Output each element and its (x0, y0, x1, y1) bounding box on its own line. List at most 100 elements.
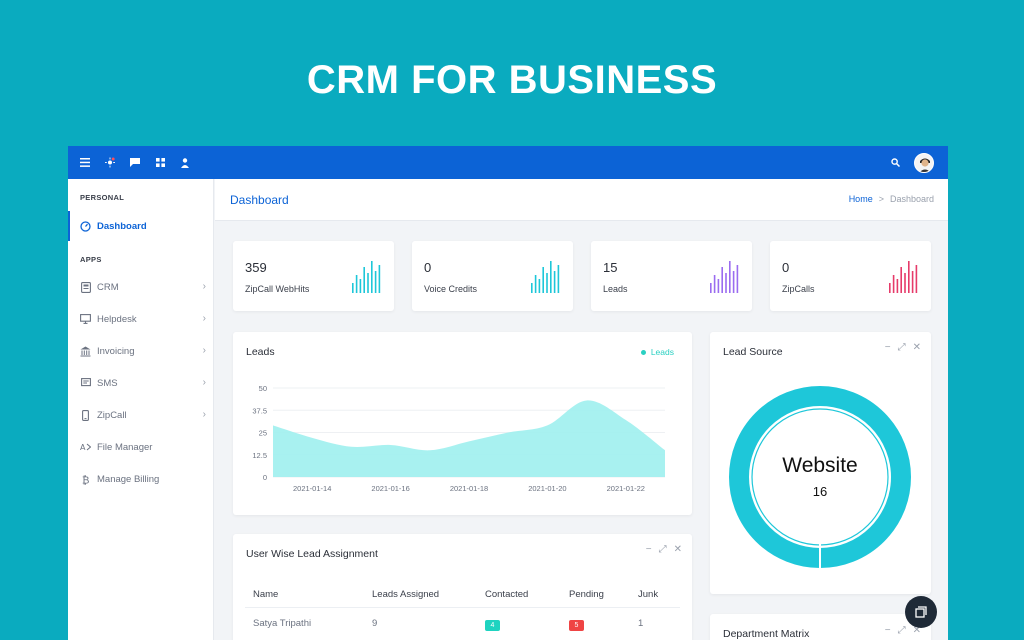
legend-label: Leads (650, 347, 674, 357)
svg-text:₿: ₿ (82, 474, 89, 485)
x-tick-label: 2021-01-14 (293, 484, 331, 493)
sparkline-bar (553, 271, 556, 293)
sparkline-bar (721, 267, 723, 293)
sparkline-bar (374, 271, 377, 293)
sidebar-item-crm[interactable]: CRM › (68, 272, 214, 302)
sidebar-item-invoicing[interactable]: Invoicing › (68, 336, 214, 366)
lead-assignment-card: User Wise Lead Assignment − ⤢ ✕ Name Lea… (233, 534, 692, 640)
sparkline-bar (557, 265, 560, 293)
y-tick-label: 50 (259, 384, 267, 393)
sparkline-bar (363, 267, 365, 293)
sparkline-bars (889, 261, 918, 293)
sparkline-bar (534, 275, 537, 293)
sparkline-bar (904, 273, 906, 293)
column-header-junk: Junk (638, 589, 659, 600)
sparkline-bar (546, 273, 548, 293)
sparkline-bar (908, 261, 910, 293)
close-icon[interactable]: ✕ (912, 342, 921, 353)
stat-label: ZipCalls (782, 284, 815, 294)
sparkline-bar (550, 261, 552, 293)
sparkline-bars (710, 261, 739, 293)
sidebar-item-helpdesk[interactable]: Helpdesk › (68, 304, 214, 334)
grid-icon[interactable] (155, 158, 165, 168)
stat-card-zipcalls: 0 ZipCalls (770, 241, 931, 311)
table-cell-junk: 1 (638, 618, 644, 629)
crm-app-window: PERSONAL Dashboard APPS CRM › Helpdesk › (68, 146, 948, 640)
minimize-icon[interactable]: − (884, 625, 891, 636)
sparkline-bar (889, 283, 891, 293)
sparkline-bar (915, 265, 918, 293)
sidebar-item-manage-billing[interactable]: ₿ Manage Billing (68, 464, 214, 494)
sparkline-bar (911, 271, 914, 293)
sparkline-bar (900, 267, 902, 293)
y-tick-label: 25 (259, 429, 267, 438)
sparkline-bar (732, 271, 735, 293)
sidebar-item-label: Manage Billing (97, 473, 160, 485)
sparkline-bar (359, 279, 362, 293)
search-icon[interactable] (890, 158, 900, 168)
expand-icon[interactable]: ⤢ (897, 625, 906, 636)
sparkline-bar (378, 265, 381, 293)
expand-icon[interactable]: ⤢ (658, 544, 667, 555)
sparkline-bar (896, 279, 899, 293)
sidebar-item-label: Invoicing (97, 345, 135, 357)
leads-chart-card: Leads Leads 0 12.5 25 37.5 50 2021-01-14 2021-… (233, 332, 692, 515)
leads-area-series[interactable] (273, 400, 665, 477)
copy-icon (915, 606, 927, 618)
sparkline-bar (736, 265, 739, 293)
close-icon[interactable]: ✕ (912, 625, 921, 636)
card-title: Lead Source (723, 346, 783, 358)
breadcrumb-home-link[interactable]: Home (848, 194, 873, 204)
sparkline-bars (352, 261, 381, 293)
minimize-icon[interactable]: − (884, 342, 891, 353)
chevron-right-icon: › (202, 313, 206, 324)
sidebar-item-file-manager[interactable]: A File Manager (68, 432, 214, 462)
sparkline-bar (352, 283, 354, 293)
sidebar-item-label: SMS (97, 377, 118, 389)
card-controls: − ⤢ ✕ (646, 544, 682, 555)
file-icon: A (80, 442, 91, 453)
sun-icon[interactable] (105, 157, 115, 168)
monitor-icon (80, 314, 91, 325)
sidebar-item-zipcall[interactable]: ZipCall › (68, 400, 214, 430)
sidebar-item-label: Helpdesk (97, 313, 137, 325)
user-icon[interactable] (180, 157, 190, 168)
sidebar-item-sms[interactable]: SMS › (68, 368, 214, 398)
stat-card-leads: 15 Leads (591, 241, 752, 311)
x-tick-label: 2021-01-22 (607, 484, 645, 493)
crm-icon (80, 281, 91, 293)
sparkline-bar (367, 273, 369, 293)
column-header-pending: Pending (569, 589, 604, 600)
donut-center-label: Website (782, 454, 857, 477)
x-tick-label: 2021-01-20 (528, 484, 566, 493)
sparkline-bar (729, 261, 731, 293)
y-tick-label: 12.5 (252, 451, 267, 460)
menu-icon[interactable] (80, 158, 90, 168)
sparkline-bar (892, 275, 895, 293)
floating-action-button[interactable] (905, 596, 937, 628)
donut-center-value: 16 (813, 484, 827, 499)
sparkline-bar (713, 275, 716, 293)
lead-source-card: Lead Source − ⤢ ✕ Website 16 (710, 332, 931, 594)
table-cell-name: Satya Tripathi (253, 618, 312, 629)
chevron-right-icon: › (202, 281, 206, 292)
sidebar-item-dashboard[interactable]: Dashboard (68, 211, 214, 241)
avatar[interactable] (914, 152, 934, 173)
table-divider (245, 607, 680, 608)
sparkline-bar (717, 279, 720, 293)
sparkline-bar (531, 283, 533, 293)
chart-legend[interactable]: Leads (640, 347, 674, 357)
chevron-right-icon: › (202, 345, 206, 356)
page-title: Dashboard (230, 193, 289, 207)
donut-ring[interactable] (729, 386, 911, 568)
banner-title: CRM FOR BUSINESS (306, 58, 718, 102)
chat-icon[interactable] (130, 158, 140, 168)
minimize-icon[interactable]: − (645, 544, 652, 555)
sparkline-bars (531, 261, 560, 293)
sidebar-item-label: Dashboard (97, 220, 147, 232)
chevron-right-icon: › (202, 377, 206, 388)
close-icon[interactable]: ✕ (673, 544, 682, 555)
sparkline-bar (538, 279, 541, 293)
contacted-badge: 4 (485, 620, 500, 631)
expand-icon[interactable]: ⤢ (897, 342, 906, 353)
